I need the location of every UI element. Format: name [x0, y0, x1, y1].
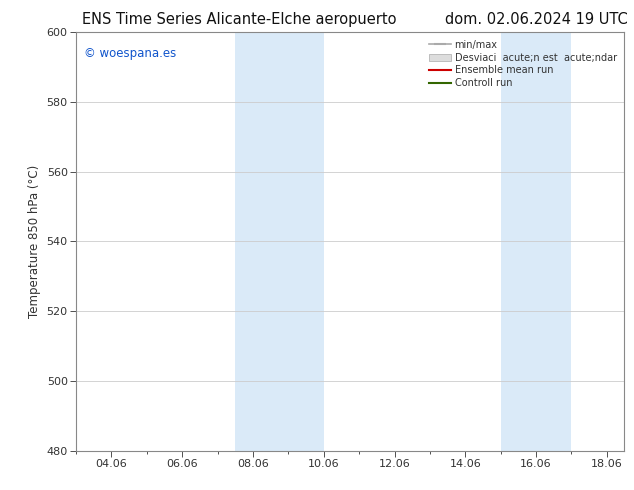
Text: dom. 02.06.2024 19 UTC: dom. 02.06.2024 19 UTC	[445, 12, 628, 27]
Bar	[501, 32, 571, 451]
Text: ENS Time Series Alicante-Elche aeropuerto: ENS Time Series Alicante-Elche aeropuert…	[82, 12, 397, 27]
Y-axis label: Temperature 850 hPa (°C): Temperature 850 hPa (°C)	[28, 165, 41, 318]
Text: © woespana.es: © woespana.es	[84, 47, 176, 59]
Bar	[235, 32, 324, 451]
Legend: min/max, Desviaci  acute;n est  acute;ndar, Ensemble mean run, Controll run: min/max, Desviaci acute;n est acute;ndar…	[427, 37, 619, 91]
